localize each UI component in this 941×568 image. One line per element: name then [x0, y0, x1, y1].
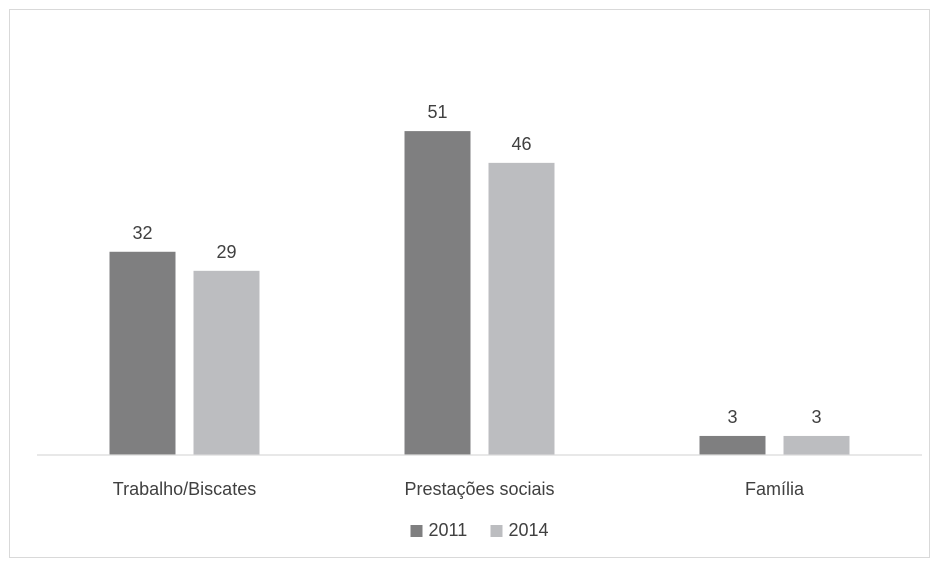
bar-2014-2	[783, 435, 850, 455]
bar-2014-0	[193, 270, 260, 455]
x-tick-label: Prestações sociais	[404, 479, 554, 499]
bars-layer	[109, 131, 850, 455]
data-label-2014-0: 29	[216, 242, 236, 262]
legend-label: 2011	[429, 520, 468, 540]
bar-2011-0	[109, 251, 176, 455]
legend-label: 2014	[509, 520, 549, 540]
data-label-2014-2: 3	[811, 407, 821, 427]
bar-chart: 32 29 51 46 3 3 Trabalho/Biscates Prestações s…	[37, 102, 922, 540]
data-label-2014-1: 46	[511, 134, 531, 154]
legend-swatch	[410, 525, 423, 537]
chart-frame: 32 29 51 46 3 3 Trabalho/Biscates Prestações s…	[9, 9, 930, 558]
legend: 2011 2014	[410, 520, 549, 540]
x-tick-labels: Trabalho/Biscates Prestações sociais Famíl…	[113, 479, 805, 499]
legend-item-2011: 2011	[410, 520, 468, 540]
bar-2011-1	[404, 131, 471, 455]
data-labels-layer: 32 29 51 46 3 3	[132, 102, 821, 427]
legend-item-2014: 2014	[490, 520, 549, 540]
x-tick-label: Família	[745, 479, 805, 499]
legend-swatch	[490, 525, 503, 537]
data-label-2011-0: 32	[132, 223, 152, 243]
x-tick-label: Trabalho/Biscates	[113, 479, 256, 499]
bar-2014-1	[488, 162, 555, 455]
bar-2011-2	[699, 435, 766, 455]
data-label-2011-1: 51	[427, 102, 447, 122]
data-label-2011-2: 3	[727, 407, 737, 427]
